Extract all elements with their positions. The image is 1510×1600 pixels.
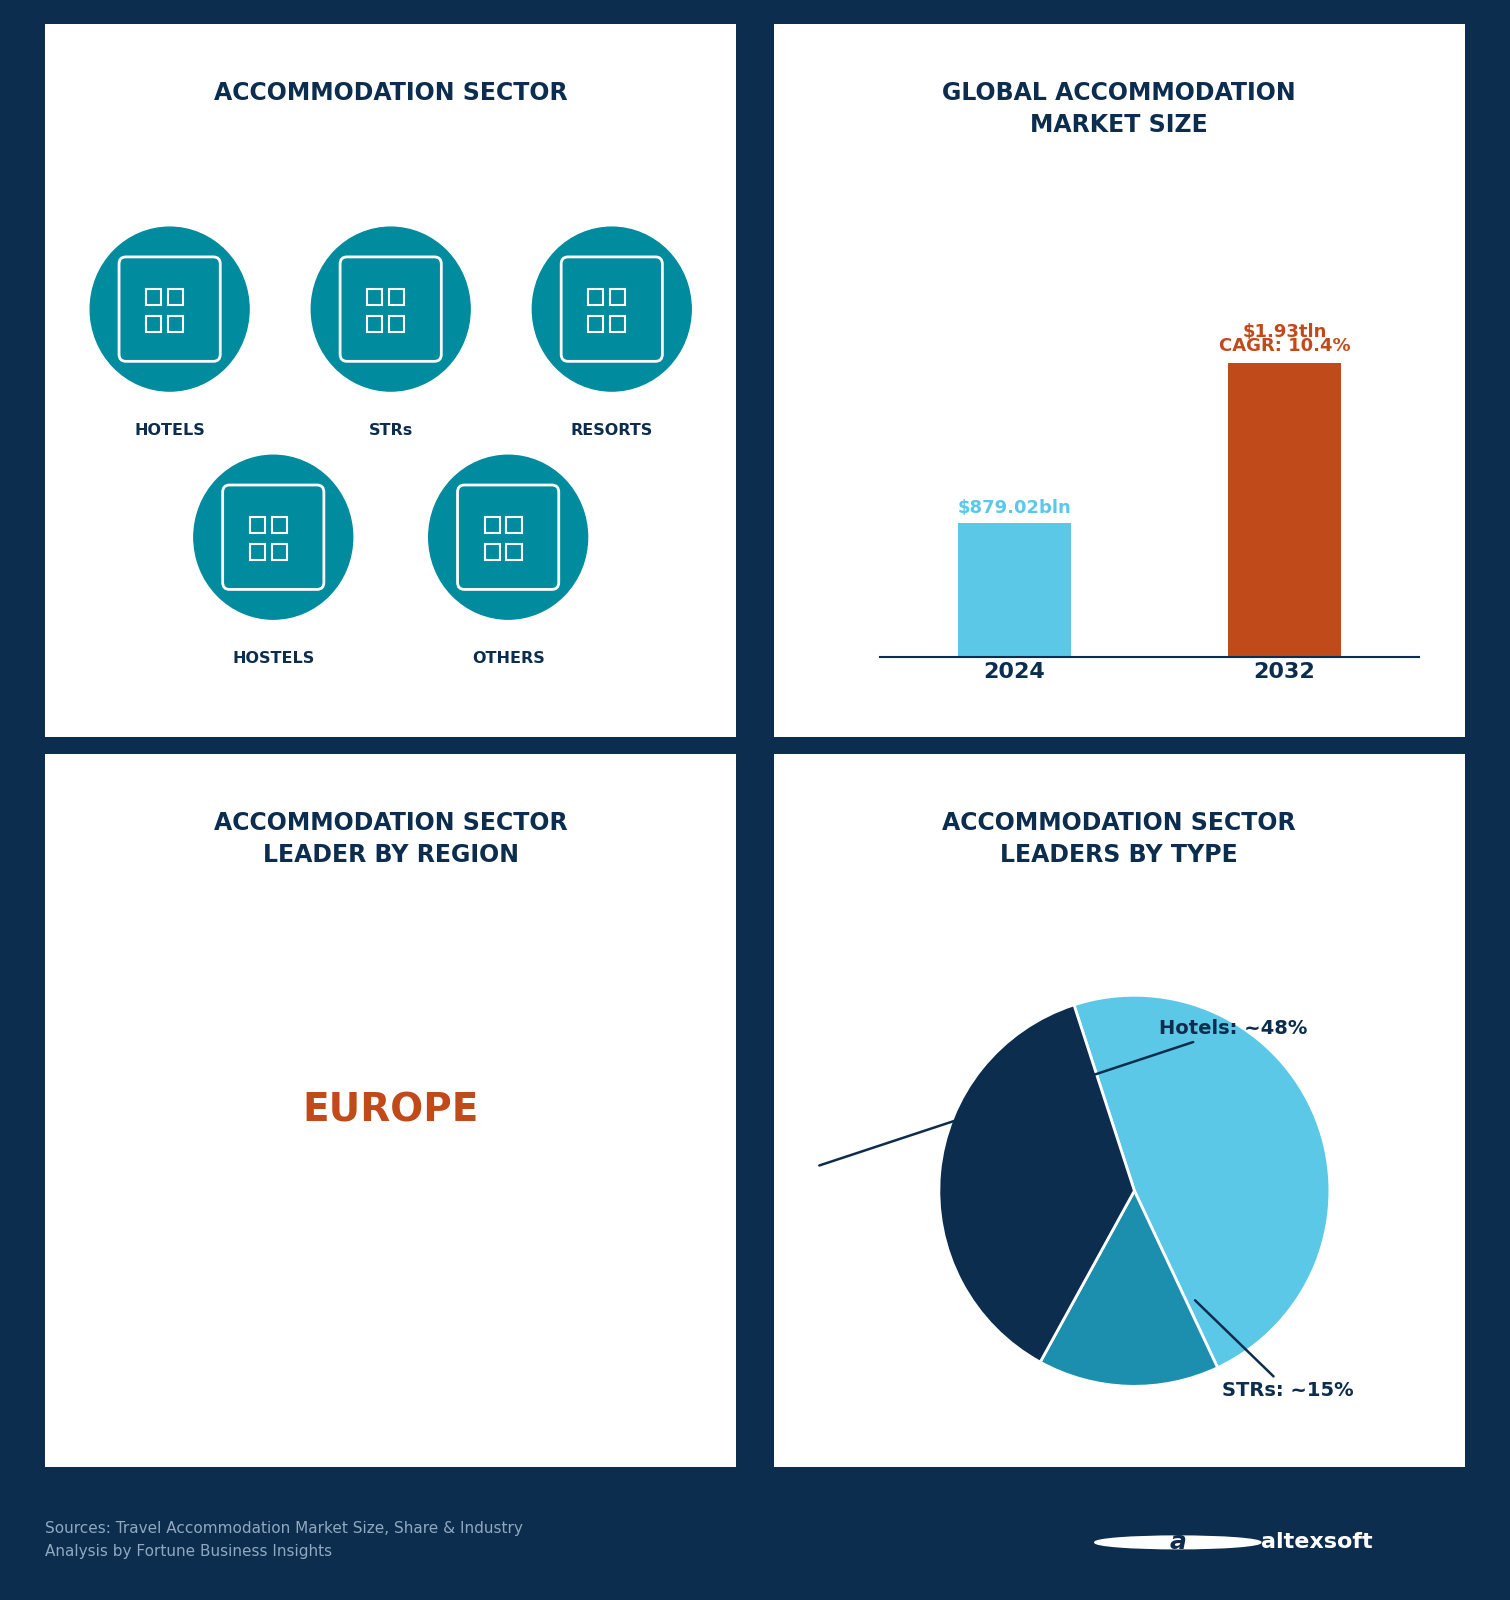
Text: ACCOMMODATION SECTOR
LEADERS BY TYPE: ACCOMMODATION SECTOR LEADERS BY TYPE	[942, 811, 1296, 867]
FancyBboxPatch shape	[32, 741, 750, 1482]
Bar	[957, 523, 1071, 656]
Text: ACCOMMODATION SECTOR
LEADER BY REGION: ACCOMMODATION SECTOR LEADER BY REGION	[214, 811, 568, 867]
Text: GLOBAL ACCOMMODATION
MARKET SIZE: GLOBAL ACCOMMODATION MARKET SIZE	[942, 82, 1296, 136]
Circle shape	[429, 456, 587, 619]
Text: a: a	[1169, 1530, 1187, 1555]
Wedge shape	[939, 1005, 1134, 1362]
Text: ACCOMMODATION SECTOR: ACCOMMODATION SECTOR	[214, 82, 568, 106]
Text: altexsoft: altexsoft	[1261, 1533, 1373, 1552]
Text: CAGR: 10.4%: CAGR: 10.4%	[1219, 338, 1350, 355]
Circle shape	[311, 227, 470, 390]
FancyBboxPatch shape	[760, 741, 1478, 1482]
Text: STRs: STRs	[368, 422, 412, 438]
Text: $1.93tln: $1.93tln	[1243, 323, 1327, 341]
Text: STRs: ~15%: STRs: ~15%	[1194, 1301, 1354, 1400]
Circle shape	[1095, 1536, 1261, 1549]
Text: HOTELS: HOTELS	[134, 422, 205, 438]
Circle shape	[533, 227, 692, 390]
Bar	[1228, 363, 1341, 656]
Text: EUROPE: EUROPE	[302, 1091, 479, 1130]
Wedge shape	[1040, 1190, 1217, 1386]
Text: $879.02bln: $879.02bln	[957, 499, 1072, 517]
FancyBboxPatch shape	[32, 10, 750, 750]
Circle shape	[91, 227, 249, 390]
Text: Hotels: ~48%: Hotels: ~48%	[820, 1019, 1308, 1165]
FancyBboxPatch shape	[760, 10, 1478, 750]
Wedge shape	[1074, 995, 1330, 1368]
Text: Sources: Travel Accommodation Market Size, Share & Industry
Analysis by Fortune : Sources: Travel Accommodation Market Siz…	[45, 1522, 522, 1558]
Text: OTHERS: OTHERS	[471, 651, 545, 666]
Text: HOSTELS: HOSTELS	[233, 651, 314, 666]
Text: RESORTS: RESORTS	[571, 422, 652, 438]
Circle shape	[193, 456, 353, 619]
